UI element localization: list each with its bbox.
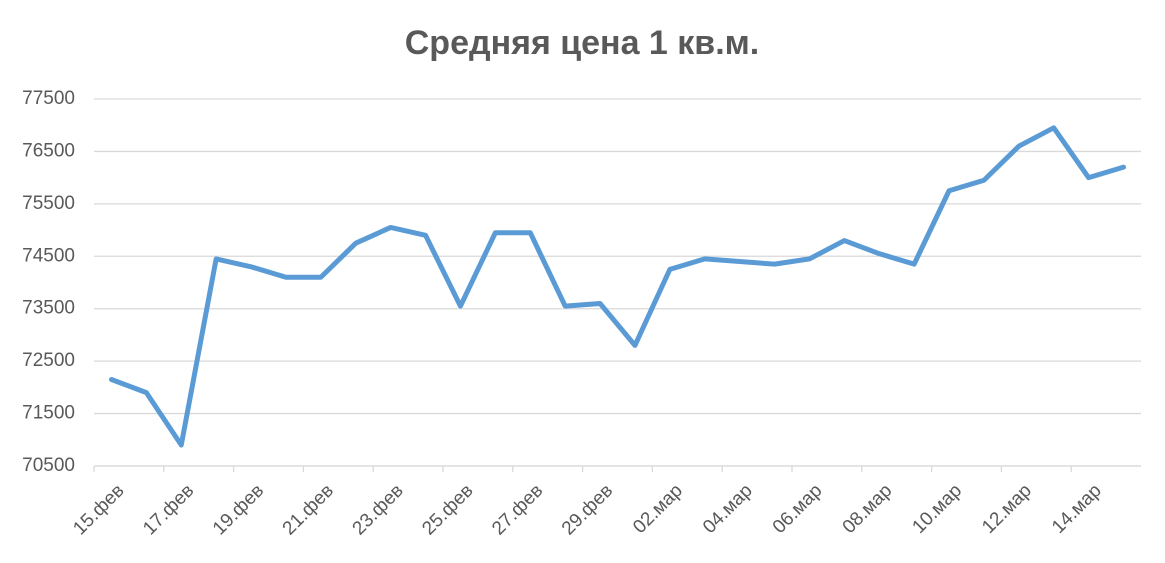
x-tick-label: 29.фев [558, 480, 617, 539]
x-tick-label: 14.мар [1048, 480, 1106, 538]
y-tick-label: 74500 [22, 245, 75, 266]
data-line [108, 125, 1127, 448]
y-tick-label: 70500 [22, 455, 75, 476]
x-tick-label: 23.фев [349, 480, 408, 539]
x-tick-label: 25.фев [418, 480, 477, 539]
x-tick-label: 10.мар [908, 480, 966, 538]
y-tick-label: 75500 [22, 193, 75, 214]
x-tick-label: 04.мар [699, 480, 757, 538]
y-tick-label: 71500 [22, 403, 75, 424]
x-tick-label: 17.фев [139, 480, 198, 539]
x-tick-label: 21.фев [279, 480, 338, 539]
x-tick-label: 27.фев [488, 480, 547, 539]
y-tick-label: 73500 [22, 298, 75, 319]
x-tick-label: 08.мар [839, 480, 897, 538]
x-tick-label: 02.мар [629, 480, 687, 538]
x-tick-label: 06.мар [769, 480, 827, 538]
y-tick-label: 72500 [22, 350, 75, 371]
x-tick-label: 19.фев [209, 480, 268, 539]
y-tick-label: 76500 [22, 140, 75, 161]
chart-title: Средняя цена 1 кв.м. [405, 24, 760, 62]
y-tick-label: 77500 [22, 88, 75, 109]
x-tick-label: 12.мар [978, 480, 1036, 538]
x-tick-label: 15.фев [69, 480, 128, 539]
